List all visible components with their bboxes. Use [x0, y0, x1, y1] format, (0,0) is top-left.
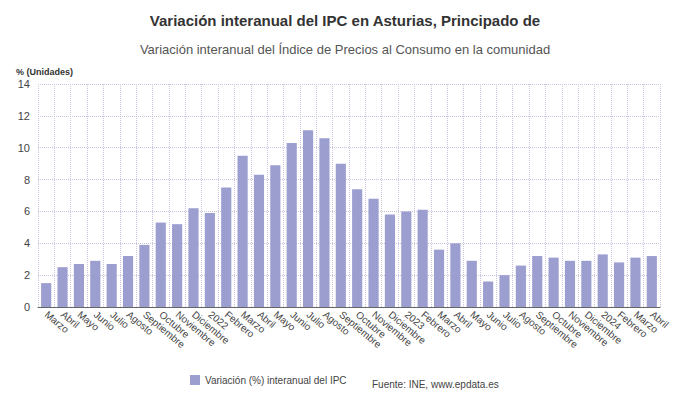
- svg-text:Febrero: Febrero: [419, 308, 453, 340]
- svg-text:Mayo: Mayo: [75, 308, 102, 333]
- svg-text:10: 10: [18, 142, 30, 154]
- svg-text:Febrero: Febrero: [222, 308, 257, 340]
- svg-text:Junio: Junio: [288, 308, 314, 333]
- svg-text:Agosto: Agosto: [517, 308, 549, 338]
- svg-text:Abril: Abril: [451, 308, 475, 331]
- svg-text:Variación (%) interanual del I: Variación (%) interanual del IPC: [205, 375, 347, 386]
- svg-text:Abril: Abril: [59, 308, 82, 331]
- svg-text:Octubre: Octubre: [550, 308, 585, 341]
- svg-text:0: 0: [24, 301, 30, 313]
- svg-text:Variación interanual del Índic: Variación interanual del Índice de Preci…: [140, 42, 550, 57]
- svg-text:2023: 2023: [402, 308, 427, 332]
- svg-text:Mayo: Mayo: [271, 308, 298, 333]
- svg-text:Octubre: Octubre: [157, 308, 192, 341]
- svg-text:Marzo: Marzo: [42, 308, 71, 336]
- svg-text:2024: 2024: [599, 308, 624, 332]
- svg-text:2022: 2022: [206, 308, 231, 332]
- svg-text:Julio: Julio: [304, 308, 328, 331]
- svg-text:Junio: Junio: [484, 308, 510, 333]
- svg-text:Mayo: Mayo: [468, 308, 494, 333]
- svg-text:Diciembre: Diciembre: [190, 308, 232, 347]
- svg-text:8: 8: [24, 174, 30, 186]
- svg-text:2: 2: [24, 269, 30, 281]
- svg-text:Marzo: Marzo: [631, 308, 661, 336]
- svg-text:Agosto: Agosto: [320, 308, 352, 338]
- svg-text:Diciembre: Diciembre: [386, 308, 428, 347]
- svg-text:Agosto: Agosto: [124, 308, 156, 338]
- svg-text:Julio: Julio: [108, 308, 131, 331]
- svg-text:Abril: Abril: [648, 309, 670, 330]
- svg-text:Junio: Junio: [91, 308, 118, 333]
- svg-text:Septiembre: Septiembre: [140, 308, 188, 351]
- svg-text:Variación interanual del IPC e: Variación interanual del IPC en Asturias…: [150, 12, 540, 29]
- svg-text:Marzo: Marzo: [239, 308, 268, 336]
- svg-text:Julio: Julio: [501, 308, 524, 331]
- svg-text:Fuente: INE, www.epdata.es: Fuente: INE, www.epdata.es: [372, 379, 499, 390]
- svg-text:12: 12: [18, 110, 30, 122]
- svg-text:Abril: Abril: [255, 308, 278, 331]
- svg-text:14: 14: [18, 78, 30, 90]
- svg-text:Septiembre: Septiembre: [337, 308, 384, 351]
- svg-text:Octubre: Octubre: [353, 308, 388, 341]
- svg-text:Noviembre: Noviembre: [173, 308, 218, 349]
- svg-text:Noviembre: Noviembre: [370, 308, 415, 349]
- svg-text:6: 6: [24, 205, 30, 217]
- svg-text:Diciembre: Diciembre: [582, 308, 625, 347]
- svg-text:% (Unidades): % (Unidades): [16, 67, 73, 77]
- svg-text:Septiembre: Septiembre: [533, 308, 580, 351]
- svg-text:Noviembre: Noviembre: [566, 308, 611, 349]
- svg-text:Febrero: Febrero: [615, 308, 650, 340]
- svg-text:Marzo: Marzo: [435, 308, 464, 336]
- svg-text:4: 4: [24, 237, 30, 249]
